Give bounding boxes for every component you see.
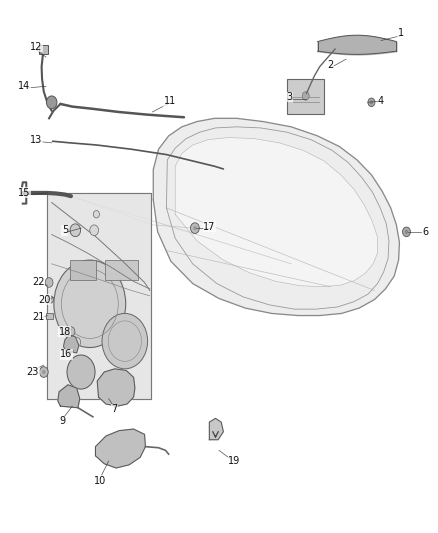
Circle shape: [368, 98, 375, 107]
Polygon shape: [47, 193, 151, 399]
Text: 9: 9: [59, 416, 65, 426]
FancyBboxPatch shape: [39, 45, 48, 54]
Circle shape: [405, 230, 408, 234]
Text: 19: 19: [228, 456, 240, 466]
Text: 16: 16: [60, 350, 73, 359]
Polygon shape: [64, 335, 79, 353]
Circle shape: [93, 211, 99, 218]
Polygon shape: [209, 418, 223, 440]
Text: 5: 5: [62, 225, 68, 235]
Text: 4: 4: [378, 96, 384, 106]
Polygon shape: [97, 369, 135, 406]
Circle shape: [39, 367, 48, 377]
Circle shape: [191, 223, 199, 233]
Text: 7: 7: [112, 405, 118, 414]
FancyBboxPatch shape: [287, 79, 324, 114]
Text: 1: 1: [398, 28, 404, 38]
Text: 21: 21: [32, 312, 45, 322]
Circle shape: [90, 225, 99, 236]
Text: 17: 17: [203, 222, 215, 231]
Circle shape: [42, 370, 46, 374]
Circle shape: [73, 337, 81, 347]
Circle shape: [193, 226, 197, 230]
FancyBboxPatch shape: [46, 313, 53, 319]
Polygon shape: [58, 385, 80, 408]
Text: 15: 15: [18, 188, 30, 198]
FancyBboxPatch shape: [105, 260, 138, 280]
Circle shape: [46, 96, 57, 109]
Circle shape: [67, 327, 75, 336]
Circle shape: [370, 100, 373, 104]
Circle shape: [54, 260, 126, 348]
Text: 20: 20: [39, 295, 51, 304]
Text: 10: 10: [94, 476, 106, 486]
Circle shape: [47, 296, 53, 303]
Circle shape: [403, 227, 410, 237]
Text: 22: 22: [32, 278, 45, 287]
Circle shape: [70, 224, 81, 237]
Text: 13: 13: [30, 135, 42, 144]
Text: 12: 12: [30, 42, 42, 52]
Text: 14: 14: [18, 82, 30, 91]
Polygon shape: [153, 118, 399, 316]
Circle shape: [45, 278, 53, 287]
Circle shape: [102, 313, 148, 369]
Polygon shape: [175, 138, 378, 287]
Text: 2: 2: [328, 60, 334, 70]
Text: 6: 6: [423, 227, 429, 237]
Circle shape: [302, 92, 309, 100]
Text: 23: 23: [27, 367, 39, 377]
Circle shape: [67, 355, 95, 389]
FancyBboxPatch shape: [70, 260, 96, 280]
Polygon shape: [95, 429, 145, 468]
Text: 3: 3: [286, 92, 292, 102]
Text: 11: 11: [164, 96, 176, 106]
Text: 18: 18: [59, 327, 71, 336]
